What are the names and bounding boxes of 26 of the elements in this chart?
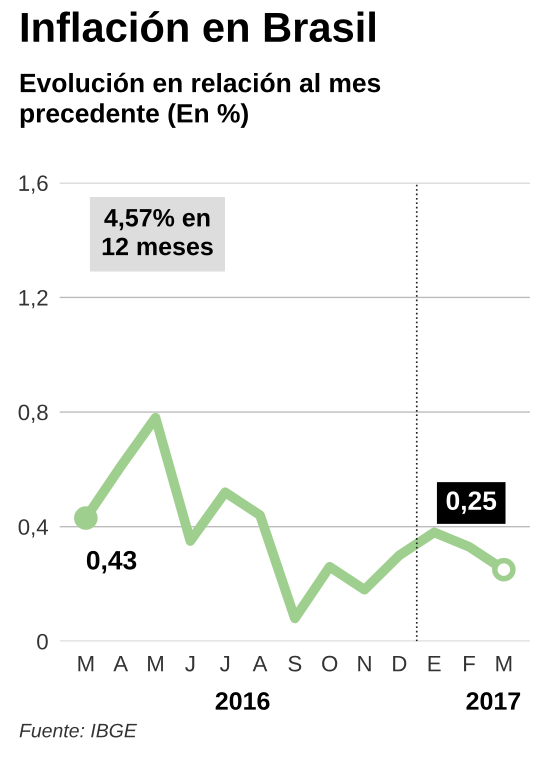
- y-tick-label: 1,6: [19, 175, 48, 194]
- source-note: Fuente: IBGE: [20, 724, 137, 738]
- x-tick-label: J: [220, 656, 230, 672]
- data-label: 0,25: [446, 491, 496, 514]
- y-tick-label: 1,2: [19, 290, 48, 308]
- x-tick-label: A: [113, 656, 128, 672]
- x-tick-label: N: [358, 656, 371, 672]
- x-tick-label: J: [185, 656, 194, 672]
- x-tick-label: A: [252, 656, 268, 672]
- x-tick-label: S: [288, 656, 302, 672]
- y-tick-label: 0,8: [18, 404, 48, 423]
- x-tick-label: E: [428, 656, 441, 672]
- y-tick-label: 0,4: [18, 519, 48, 538]
- x-tick-label: O: [322, 656, 338, 672]
- text: 2017: [466, 692, 520, 710]
- chart-title: Inflación en Brasil: [22, 11, 375, 42]
- x-tick-label: D: [393, 656, 406, 672]
- data-label: 0,43: [86, 550, 136, 574]
- x-tick-label: M: [78, 656, 94, 672]
- y-tick-label: 0: [37, 634, 48, 650]
- chart-subtitle: Evolución en relación al mes precedente (En %): [20, 72, 380, 128]
- text: 2016: [216, 692, 270, 710]
- annotation: 4,57% en 12 meses: [102, 208, 213, 256]
- x-tick-label: F: [464, 656, 475, 672]
- x-tick-label: M: [496, 656, 512, 672]
- x-tick-label: M: [148, 656, 163, 672]
